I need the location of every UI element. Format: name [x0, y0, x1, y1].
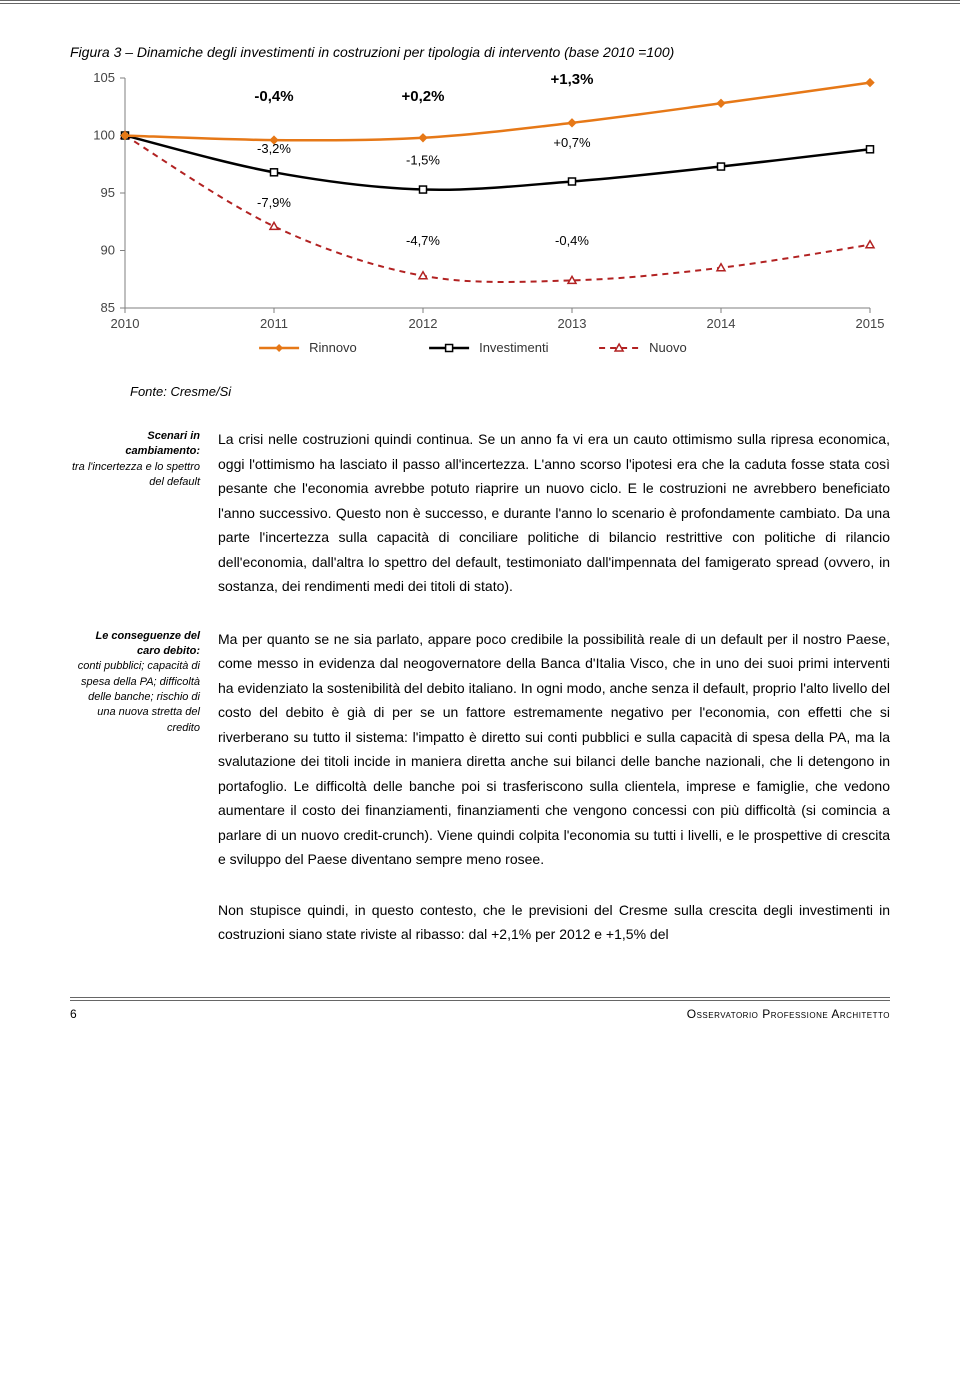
page-number: 6: [70, 1007, 77, 1021]
line-chart: 85 90 95 100 105 2010 2011 2012 2013 2014 2015 -0,4…: [70, 68, 890, 378]
svg-text:+0,2%: +0,2%: [402, 88, 445, 105]
paragraph-2: Ma per quanto se ne sia parlato, appare …: [218, 627, 890, 872]
paragraph-1: La crisi nelle costruzioni quindi contin…: [218, 427, 890, 599]
sidenote-2: Le conseguenze del caro debito: conti pu…: [70, 627, 200, 872]
svg-text:+0,7%: +0,7%: [553, 135, 591, 150]
svg-text:2011: 2011: [260, 316, 288, 331]
svg-text:Nuovo: Nuovo: [649, 340, 687, 355]
svg-text:105: 105: [93, 70, 115, 85]
paragraph-3: Non stupisce quindi, in questo contesto,…: [70, 898, 890, 947]
sidenote-1-title: Scenari in cambiamento:: [125, 430, 200, 457]
svg-text:Rinnovo: Rinnovo: [309, 340, 357, 355]
footer-publication: Osservatorio Professione Architetto: [687, 1007, 890, 1021]
svg-text:-0,4%: -0,4%: [555, 233, 589, 248]
text-block-2: Le conseguenze del caro debito: conti pu…: [70, 627, 890, 872]
svg-text:2012: 2012: [409, 316, 438, 331]
svg-text:-7,9%: -7,9%: [257, 195, 291, 210]
svg-text:2013: 2013: [558, 316, 587, 331]
page-footer: 6 Osservatorio Professione Architetto: [70, 997, 890, 1021]
svg-text:-1,5%: -1,5%: [406, 152, 440, 167]
chart-title: Figura 3 – Dinamiche degli investimenti …: [70, 44, 890, 60]
svg-text:2010: 2010: [111, 316, 140, 331]
svg-text:85: 85: [101, 300, 115, 315]
svg-text:100: 100: [93, 128, 115, 143]
svg-text:-4,7%: -4,7%: [406, 233, 440, 248]
svg-text:-3,2%: -3,2%: [257, 141, 291, 156]
sidenote-1-body: tra l'incertezza e lo spettro del defaul…: [72, 461, 200, 488]
chart-source: Fonte: Cresme/Si: [70, 384, 890, 399]
svg-text:2015: 2015: [856, 316, 885, 331]
svg-text:-0,4%: -0,4%: [254, 88, 293, 105]
svg-text:90: 90: [101, 243, 115, 258]
sidenote-2-title: Le conseguenze del caro debito:: [95, 630, 200, 657]
sidenote-1: Scenari in cambiamento: tra l'incertezza…: [70, 427, 200, 599]
svg-text:95: 95: [101, 185, 115, 200]
svg-text:+1,3%: +1,3%: [551, 71, 594, 88]
sidenote-2-body: conti pubblici; capacità di spesa della …: [78, 660, 200, 734]
text-block-1: Scenari in cambiamento: tra l'incertezza…: [70, 427, 890, 599]
svg-text:Investimenti: Investimenti: [479, 340, 548, 355]
svg-text:2014: 2014: [707, 316, 736, 331]
